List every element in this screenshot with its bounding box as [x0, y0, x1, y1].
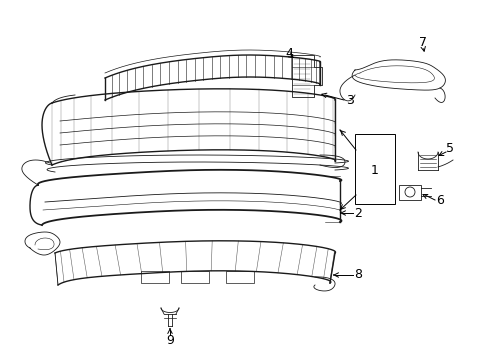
Text: 4: 4	[285, 46, 292, 59]
Text: 6: 6	[435, 194, 443, 207]
Text: 3: 3	[346, 94, 353, 107]
Text: 1: 1	[370, 163, 378, 176]
Bar	[225, 271, 253, 283]
Text: 7: 7	[418, 36, 426, 49]
FancyBboxPatch shape	[354, 134, 394, 204]
Text: 2: 2	[353, 207, 361, 220]
Text: 5: 5	[445, 141, 453, 154]
Bar	[398, 185, 420, 200]
Bar	[181, 271, 208, 283]
Text: 9: 9	[166, 333, 174, 346]
Bar	[141, 271, 169, 283]
Text: 8: 8	[353, 269, 361, 282]
